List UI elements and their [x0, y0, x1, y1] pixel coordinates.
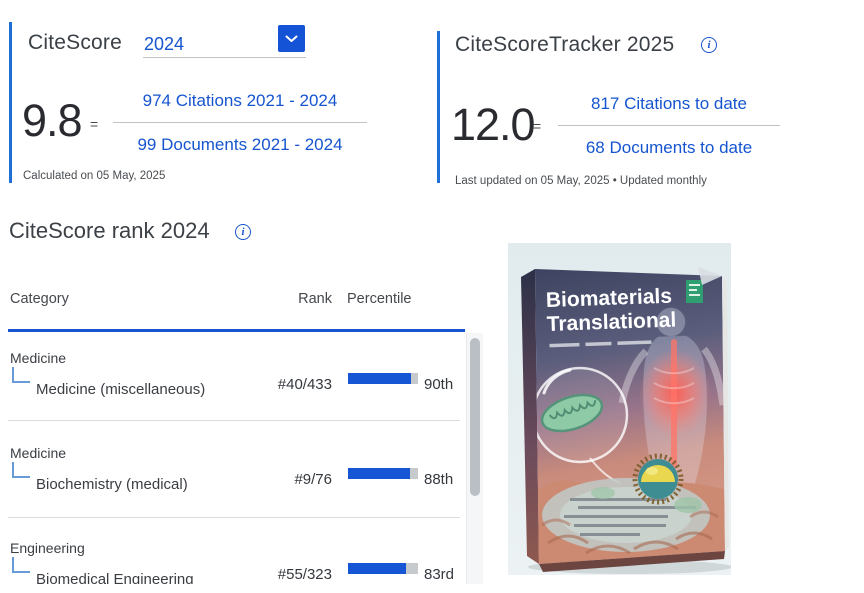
percentile-bar — [348, 468, 418, 479]
category-parent: Medicine — [10, 350, 67, 366]
cover-title-block: Biomaterials Translational — [546, 285, 677, 348]
table-row: Medicine Medicine (miscellaneous) #40/43… — [0, 350, 466, 445]
chevron-down-icon — [285, 35, 298, 43]
column-header-rank: Rank — [298, 291, 332, 307]
book-spine — [521, 269, 539, 564]
rank-info-icon[interactable]: i — [235, 224, 251, 240]
table-header-rule — [8, 329, 465, 332]
book-page-edge — [722, 276, 729, 551]
row-divider — [8, 420, 460, 421]
citescore-citations-link[interactable]: 974 Citations 2021 - 2024 — [142, 91, 338, 110]
rank-table: Medicine Medicine (miscellaneous) #40/43… — [0, 333, 466, 584]
cover-title-line2: Translational — [546, 308, 676, 336]
percentile-bar — [348, 563, 418, 574]
xray-body-figure — [618, 307, 725, 489]
percentile-bar-fill — [348, 563, 407, 574]
tracker-panel-accent-bar — [437, 31, 440, 183]
percentile-label: 83rd — [424, 566, 455, 583]
book-bottom-edge — [539, 551, 725, 572]
year-dropdown-button[interactable] — [278, 25, 305, 52]
column-header-percentile: Percentile — [347, 291, 412, 307]
tracker-citations-link[interactable]: 817 Citations to date — [591, 94, 747, 113]
rank-value: #40/433 — [277, 376, 332, 393]
tracker-fraction-divider — [558, 125, 780, 126]
rank-table-scrollbar-thumb[interactable] — [470, 338, 480, 496]
column-header-category: Category — [10, 291, 69, 307]
category-subcategory: Biochemistry (medical) — [36, 476, 188, 493]
tracker-value: 12.0 — [451, 99, 536, 150]
percentile-label: 88th — [424, 471, 454, 488]
category-parent: Engineering — [10, 540, 85, 556]
rank-value: #55/323 — [277, 566, 332, 583]
subcategory-connector — [12, 557, 30, 573]
tracker-info-icon[interactable]: i — [701, 37, 717, 53]
citescore-fraction-divider — [113, 122, 367, 123]
citescore-documents-link[interactable]: 99 Documents 2021 - 2024 — [137, 135, 343, 154]
citescore-footnote: Calculated on 05 May, 2025 — [23, 170, 166, 182]
tissue-landscape — [537, 478, 725, 564]
percentile-label: 90th — [424, 376, 454, 393]
journal-cover-art: Biomaterials Translational — [508, 243, 732, 575]
page-curl — [698, 267, 722, 285]
cover-issue-info-smudge — [549, 340, 652, 348]
category-parent: Medicine — [10, 445, 67, 461]
percentile-bar-fill — [348, 468, 410, 479]
cover-text-smudge — [564, 498, 696, 536]
citescore-panel-accent-bar — [9, 22, 12, 183]
row-divider — [8, 517, 460, 518]
journal-cover-image: Biomaterials Translational — [508, 243, 732, 575]
nanoparticle — [632, 453, 684, 505]
publisher-logo — [686, 280, 703, 303]
tracker-documents-link[interactable]: 68 Documents to date — [585, 138, 753, 157]
percentile-bar-fill — [348, 373, 411, 384]
year-selector-underline — [143, 57, 306, 58]
tracker-equals-sign: = — [533, 118, 542, 134]
table-row: Engineering Biomedical Engineering #55/3… — [0, 540, 466, 584]
category-subcategory: Medicine (miscellaneous) — [36, 381, 206, 398]
percentile-bar — [348, 373, 418, 384]
rank-table-scrollbar-track[interactable] — [466, 333, 483, 584]
citescore-value: 9.8 — [22, 95, 83, 146]
citescore-year-selector[interactable]: 2024 — [144, 34, 185, 54]
citescore-equals-sign: = — [90, 116, 99, 132]
category-subcategory: Biomedical Engineering — [36, 571, 194, 584]
subcategory-connector — [12, 462, 30, 478]
cover-title-line1: Biomaterials — [546, 285, 673, 312]
tracker-footnote: Last updated on 05 May, 2025 • Updated m… — [455, 175, 707, 187]
table-row: Medicine Biochemistry (medical) #9/76 88… — [0, 445, 466, 540]
tracker-title: CiteScoreTracker 2025 — [455, 33, 675, 56]
rank-section-title: CiteScore rank 2024 — [9, 218, 210, 243]
mitochondria-bubble — [535, 366, 629, 484]
citescore-title: CiteScore — [28, 31, 123, 54]
subcategory-connector — [12, 367, 30, 383]
rank-value: #9/76 — [294, 471, 332, 488]
